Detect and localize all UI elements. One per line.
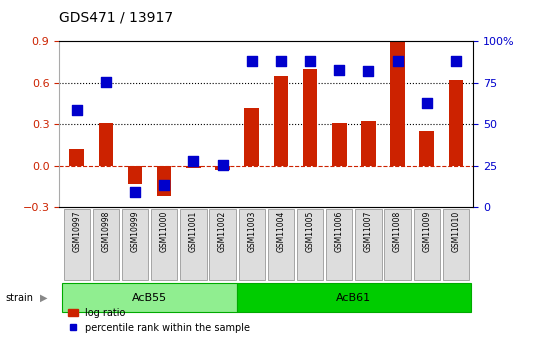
Point [218,162,227,168]
Text: GSM11007: GSM11007 [364,211,373,252]
Text: GSM11009: GSM11009 [422,211,431,252]
Bar [420,131,434,166]
FancyBboxPatch shape [385,209,410,280]
Point [364,68,373,74]
Text: AcB55: AcB55 [132,293,167,303]
FancyBboxPatch shape [355,209,381,280]
Point [277,59,285,64]
Point [306,59,314,64]
Text: GSM11000: GSM11000 [160,211,169,252]
Point [160,183,168,188]
FancyBboxPatch shape [180,209,207,280]
Bar [303,69,317,166]
Text: GSM11003: GSM11003 [247,211,256,252]
FancyBboxPatch shape [238,209,265,280]
FancyBboxPatch shape [63,209,90,280]
FancyBboxPatch shape [414,209,440,280]
Text: AcB61: AcB61 [336,293,371,303]
FancyBboxPatch shape [297,209,323,280]
Bar [244,108,259,166]
Bar [98,123,113,166]
Text: strain: strain [5,293,33,303]
FancyBboxPatch shape [93,209,119,280]
Point [73,107,81,113]
FancyBboxPatch shape [237,283,471,312]
FancyBboxPatch shape [268,209,294,280]
Point [451,59,460,64]
FancyBboxPatch shape [326,209,352,280]
Point [189,159,197,164]
Text: GSM11002: GSM11002 [218,211,227,252]
Text: GDS471 / 13917: GDS471 / 13917 [59,10,173,24]
Bar [449,80,463,166]
Bar [157,166,172,196]
FancyBboxPatch shape [209,209,236,280]
Bar [215,166,230,170]
Point [102,79,110,85]
Point [393,59,402,64]
Bar [361,121,376,166]
Bar [274,76,288,166]
Text: GSM10999: GSM10999 [131,211,139,252]
Text: GSM10997: GSM10997 [72,211,81,252]
FancyBboxPatch shape [122,209,148,280]
Text: GSM11008: GSM11008 [393,211,402,252]
Bar [332,123,346,166]
Text: GSM10998: GSM10998 [101,211,110,252]
FancyBboxPatch shape [151,209,178,280]
Bar [69,149,84,166]
Point [422,100,431,106]
Point [247,59,256,64]
Point [335,67,344,72]
Bar [186,166,201,168]
Text: GSM11001: GSM11001 [189,211,198,252]
Bar [128,166,143,184]
Legend: log ratio, percentile rank within the sample: log ratio, percentile rank within the sa… [64,304,254,337]
FancyBboxPatch shape [62,283,237,312]
Text: GSM11004: GSM11004 [277,211,285,252]
Text: ▶: ▶ [40,293,48,303]
Point [131,189,139,195]
Text: GSM11010: GSM11010 [451,211,461,252]
FancyBboxPatch shape [443,209,469,280]
Bar [390,41,405,166]
Text: GSM11006: GSM11006 [335,211,344,252]
Text: GSM11005: GSM11005 [306,211,315,252]
